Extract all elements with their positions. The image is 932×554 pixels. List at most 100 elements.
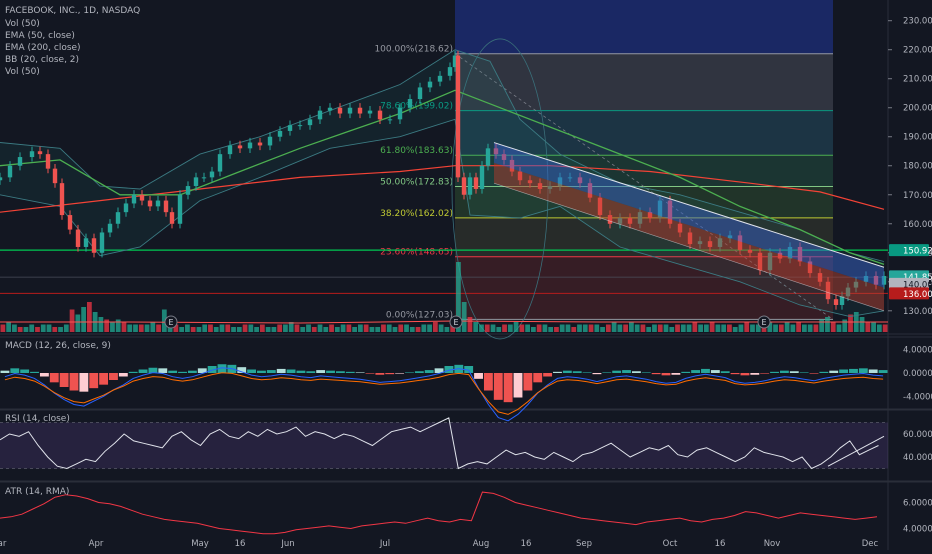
candle-body xyxy=(147,200,153,207)
volume-bar xyxy=(686,324,692,332)
volume-bar xyxy=(0,324,6,332)
volume-bar xyxy=(63,324,69,332)
volume-bar xyxy=(802,324,807,332)
earnings-marker[interactable] xyxy=(164,315,178,329)
candle-body xyxy=(193,177,199,187)
candle-body xyxy=(787,246,793,259)
price-badge-bg xyxy=(889,287,929,300)
atr-label[interactable]: ATR (14, RMA) xyxy=(5,487,69,497)
atr-tick-label: 6.0000 xyxy=(903,499,932,509)
volume-bar xyxy=(623,324,629,332)
macd-histogram-bar xyxy=(49,373,59,383)
volume-bar xyxy=(698,324,703,332)
candle-body xyxy=(67,215,73,230)
macd-histogram-bar xyxy=(572,371,582,373)
fib-level-label: 0.00%(127.03) xyxy=(386,310,453,320)
earnings-marker[interactable] xyxy=(757,315,771,329)
volume-bar xyxy=(611,322,617,332)
volume-bar xyxy=(40,324,46,332)
volume-bar xyxy=(577,324,582,332)
macd-line xyxy=(4,367,884,422)
candle-body xyxy=(863,275,869,282)
macd-histogram-bar xyxy=(849,368,858,373)
candle-body xyxy=(627,217,633,224)
candle-body xyxy=(163,200,169,213)
time-tick-label: Aug xyxy=(473,539,490,549)
volume-bar xyxy=(882,324,888,332)
candle-body xyxy=(757,252,763,271)
candle-body xyxy=(567,177,573,179)
candles[interactable] xyxy=(0,50,887,310)
price-badge-label: 150.92 xyxy=(903,247,932,257)
macd-histogram-bar xyxy=(474,373,483,379)
macd-histogram-bar xyxy=(276,368,286,373)
candle-body xyxy=(107,223,113,233)
rsi-label[interactable]: RSI (14, close) xyxy=(5,414,70,424)
macd-histogram-bar xyxy=(464,366,474,373)
candle-body xyxy=(237,145,243,149)
candle-body xyxy=(817,273,823,282)
macd-histogram-bar xyxy=(0,370,10,373)
chart-title: FACEBOOK, INC., 1D, NASDAQ xyxy=(5,6,140,16)
volume-bar xyxy=(629,322,634,332)
legend-ema50[interactable]: EMA (50, close) xyxy=(5,31,75,41)
candle-body xyxy=(83,238,89,247)
macd-histogram-bar xyxy=(602,372,612,373)
earnings-marker[interactable] xyxy=(449,315,463,329)
candle-body xyxy=(667,200,673,224)
legend-vol2[interactable]: Vol (50) xyxy=(5,67,40,77)
macd-label[interactable]: MACD (12, 26, close, 9) xyxy=(5,341,111,351)
fib-retracement[interactable]: 100.00%(218.62)78.60%(199.02)61.80%(183.… xyxy=(0,0,888,340)
volume-bar xyxy=(807,324,813,332)
indicator-lines xyxy=(0,89,885,266)
rsi-trend-line[interactable] xyxy=(827,435,885,467)
volume-bar xyxy=(813,324,819,332)
macd-histogram-bar xyxy=(513,373,523,398)
macd-histogram-bar xyxy=(355,372,365,373)
macd-histogram-bar xyxy=(365,373,375,374)
price-tick-label: 130.00 xyxy=(903,307,932,317)
channel-bottom-line[interactable] xyxy=(493,182,885,312)
trend-channel[interactable] xyxy=(493,142,885,312)
macd-histogram-bar xyxy=(10,368,20,373)
volume-bar xyxy=(582,324,588,332)
channel-top-line[interactable] xyxy=(493,142,885,268)
ellipse-drawing[interactable] xyxy=(451,38,549,340)
candle-body xyxy=(557,177,563,187)
volume-bar xyxy=(605,324,611,332)
candle-body xyxy=(99,232,105,253)
volume-bar xyxy=(265,327,271,332)
macd-histogram-bar xyxy=(779,370,789,373)
volume-bar xyxy=(363,324,369,332)
volume-bar xyxy=(790,324,796,332)
candle-body xyxy=(185,186,191,195)
volume-bar xyxy=(467,317,473,332)
legend-ema200[interactable]: EMA (200, close) xyxy=(5,43,81,53)
volume-bar xyxy=(121,322,127,332)
candle-body xyxy=(29,151,35,158)
channel-upper-fill xyxy=(494,142,884,288)
legend-bb[interactable]: BB (20, close, 2) xyxy=(5,55,79,65)
volume-bar xyxy=(179,327,185,332)
legend-vol[interactable]: Vol (50) xyxy=(5,19,40,29)
volume-bar xyxy=(248,324,254,332)
macd-histogram-bar xyxy=(720,371,730,373)
volume-bar xyxy=(190,327,196,332)
candle-body xyxy=(52,168,58,184)
rsi-line xyxy=(0,417,879,470)
volume-bar xyxy=(202,324,208,332)
macd-histogram-bar xyxy=(710,370,720,373)
candle-body xyxy=(397,107,403,120)
candle-body xyxy=(717,238,723,247)
macd-histogram-bar xyxy=(99,373,109,385)
volume-bar xyxy=(323,327,329,332)
volume-bar xyxy=(825,317,830,332)
volume-bar xyxy=(652,324,657,332)
macd-histogram-bar xyxy=(375,373,385,375)
candle-body xyxy=(727,235,733,239)
volume-bar xyxy=(542,324,548,332)
